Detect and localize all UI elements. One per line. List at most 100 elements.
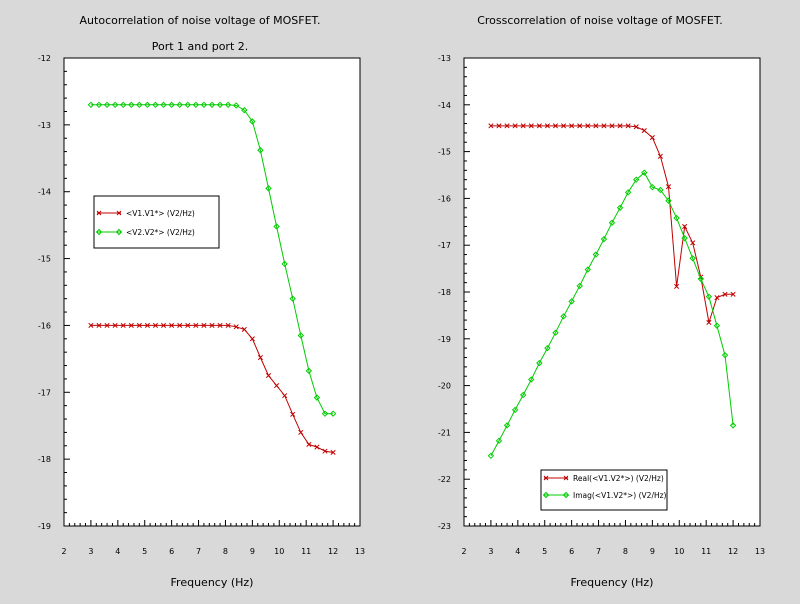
data-point-marker [289, 295, 296, 302]
data-point-marker [601, 123, 607, 129]
x-tick-label: 13 [755, 547, 765, 556]
x-tick-label: 13 [355, 547, 365, 556]
data-point-marker [552, 123, 559, 129]
x-tick-label: 10 [674, 547, 684, 556]
data-point-marker [241, 326, 247, 332]
data-point-marker [657, 153, 663, 159]
data-point-marker [120, 322, 126, 328]
data-point-marker [233, 324, 239, 330]
data-point-marker [169, 322, 175, 328]
data-point-marker [512, 123, 518, 129]
legend: Real(<V1.V2*>) (V2/Hz) Imag(<V1.V2*>) (V… [540, 469, 668, 511]
legend-marker-v2v2 [95, 228, 123, 236]
data-point-marker [616, 204, 624, 211]
data-point-marker [544, 344, 551, 352]
legend-label-real: Real(<V1.V2*>) (V2/Hz) [573, 474, 664, 483]
data-point-marker [673, 214, 680, 222]
legend-box [93, 195, 220, 249]
data-point-marker [585, 123, 591, 129]
x-tick-label: 8 [623, 547, 628, 556]
data-point-marker [552, 329, 559, 336]
y-tick-label: -22 [438, 475, 451, 484]
data-point-marker [201, 322, 207, 328]
y-tick-label: -16 [438, 194, 451, 203]
x-tick-label: 10 [274, 547, 284, 556]
x-axis-ticks: 2 3 4 5 6 7 8 9 10 11 12 13 [461, 520, 765, 556]
y-axis-ticks: -23 -22 -21 -20 -19 -18 -17 -16 -15 -14 -13 [438, 54, 470, 531]
x-tick-label: 9 [650, 547, 655, 556]
legend: <V1.V1*> (V2/Hz) <V2.V2*> (V2/Hz) [93, 195, 220, 249]
data-point-marker [136, 322, 142, 328]
data-point-marker [329, 410, 337, 417]
x-tick-label: 6 [569, 547, 574, 556]
data-point-marker [160, 101, 167, 109]
data-point-marker [681, 234, 688, 242]
data-point-marker [593, 123, 599, 129]
legend-label-v1v1: <V1.V1*> (V2/Hz) [126, 209, 195, 218]
plot-area [463, 57, 761, 527]
data-point-marker [592, 251, 600, 258]
y-axis-ticks: -19 -18 -17 -16 -15 -14 -13 -12 [38, 54, 70, 531]
x-tick-label: 3 [88, 547, 93, 556]
legend-label-imag: Imag(<V1.V2*>) (V2/Hz) [573, 491, 667, 500]
data-point-marker [649, 183, 656, 191]
data-point-marker [136, 101, 143, 109]
data-point-marker [314, 444, 320, 450]
data-point-marker [88, 322, 94, 328]
data-point-marker [503, 422, 511, 429]
chart-subtitle: Port 1 and port 2. [152, 40, 249, 53]
data-point-marker [600, 235, 608, 243]
data-point-marker [665, 197, 672, 204]
data-point-marker [657, 186, 664, 194]
data-point-marker [536, 123, 542, 129]
series-line-1 [490, 171, 734, 457]
data-point-marker [682, 223, 688, 230]
data-point-marker [104, 322, 110, 328]
data-point-marker [321, 410, 329, 417]
data-point-marker [322, 448, 328, 454]
data-point-marker [617, 123, 623, 129]
x-axis-label: Frequency (Hz) [571, 576, 654, 589]
data-point-marker [641, 169, 648, 176]
data-point-marker [519, 391, 527, 399]
data-point-marker [576, 282, 583, 290]
x-tick-label: 11 [301, 547, 311, 556]
data-point-marker [495, 437, 503, 445]
data-point-marker [713, 322, 721, 329]
series-line-1 [90, 104, 334, 415]
data-point-marker [111, 101, 119, 109]
legend-label-v2v2: <V2.V2*> (V2/Hz) [126, 228, 195, 237]
data-point-marker [265, 185, 272, 192]
data-point-marker [185, 322, 191, 328]
x-tick-label: 2 [61, 547, 66, 556]
data-point-marker [233, 102, 240, 109]
y-tick-label: -18 [438, 288, 451, 297]
x-axis-ticks: 2 3 4 5 6 7 8 9 10 11 12 13 [61, 520, 365, 556]
y-tick-label: -13 [38, 121, 51, 130]
data-point-marker [241, 106, 248, 114]
y-tick-label: -23 [438, 522, 451, 531]
data-point-marker [177, 322, 183, 328]
data-point-marker [569, 123, 575, 129]
data-point-marker [608, 219, 616, 226]
data-point-marker [176, 101, 183, 109]
data-point-marker [624, 189, 632, 196]
y-tick-label: -15 [438, 148, 451, 157]
data-point-marker [192, 101, 200, 109]
y-tick-label: -12 [38, 54, 51, 63]
data-point-marker [568, 298, 575, 305]
data-point-marker [112, 322, 118, 328]
data-point-marker [297, 332, 305, 339]
data-point-marker [265, 373, 272, 379]
x-tick-label: 4 [515, 547, 520, 556]
series-layer [87, 101, 337, 456]
data-point-marker [674, 283, 680, 289]
y-tick-label: -19 [438, 335, 451, 344]
y-tick-label: -13 [438, 54, 451, 63]
data-point-marker [209, 322, 215, 328]
data-point-marker [730, 291, 736, 297]
data-point-marker [504, 123, 510, 129]
data-point-marker [520, 123, 526, 129]
data-point-marker [706, 319, 712, 325]
